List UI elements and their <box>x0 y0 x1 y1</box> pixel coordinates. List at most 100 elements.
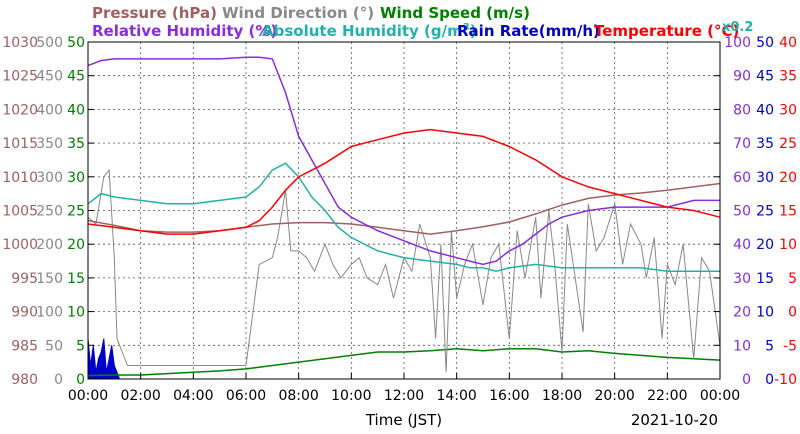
tick-label-temperature-6: 10 <box>779 237 797 253</box>
tick-label-rain-3: 35 <box>756 136 774 152</box>
tick-label-wind_dir-7: 150 <box>36 271 63 287</box>
x-tick-label-9: 18:00 <box>542 388 582 404</box>
x-tick-label-5: 10:00 <box>331 388 371 404</box>
tick-label-pressure-2: 1020 <box>2 102 38 118</box>
legend-row-1: Pressure (hPa) Wind Direction (°) Wind S… <box>92 4 530 22</box>
series-relative-humidity <box>87 56 720 266</box>
tick-label-rain-2: 40 <box>756 102 774 118</box>
legend-row-2: Relative Humidity (%) Absolute Humidity … <box>92 20 753 40</box>
series-temperature-c <box>87 128 721 235</box>
tick-label-humidity-8: 20 <box>733 305 751 321</box>
tick-label-temperature-2: 30 <box>779 102 797 118</box>
tick-label-rain-10: 0 <box>765 372 774 388</box>
tick-label-rain-4: 30 <box>756 170 774 186</box>
tick-label-rain-9: 5 <box>765 338 774 354</box>
tick-label-wind_speed-1: 45 <box>67 69 85 85</box>
tick-label-humidity-10: 0 <box>742 372 751 388</box>
tick-label-pressure-10: 980 <box>11 372 38 388</box>
tick-label-pressure-4: 1010 <box>2 170 38 186</box>
tick-label-temperature-5: 15 <box>779 204 797 220</box>
tick-label-humidity-1: 90 <box>733 69 751 85</box>
tick-label-pressure-6: 1000 <box>2 237 38 253</box>
x-tick-label-0: 00:00 <box>68 388 108 404</box>
tick-label-wind_speed-2: 40 <box>67 102 85 118</box>
tick-label-rain-0: 50 <box>756 35 774 51</box>
tick-label-temperature-8: 0 <box>788 305 797 321</box>
tick-label-pressure-0: 1030 <box>2 35 38 51</box>
x-tick-label-12: 00:00 <box>700 388 740 404</box>
tick-label-temperature-10: -10 <box>774 372 797 388</box>
axis-pressure: 1030 1025 1020 1015 1010 1005 1000 995 990 985 980 <box>2 35 38 388</box>
tick-label-temperature-1: 35 <box>779 69 797 85</box>
tick-label-pressure-9: 985 <box>11 338 38 354</box>
tick-label-wind_dir-8: 100 <box>36 305 63 321</box>
x-tick-label-10: 20:00 <box>594 388 634 404</box>
tick-label-pressure-3: 1015 <box>2 136 38 152</box>
tick-label-rain-6: 20 <box>756 237 774 253</box>
tick-label-rain-8: 10 <box>756 305 774 321</box>
tick-label-wind_dir-2: 400 <box>36 102 63 118</box>
tick-label-temperature-9: -5 <box>783 338 797 354</box>
tick-marks <box>87 41 721 380</box>
x-tick-label-7: 14:00 <box>436 388 476 404</box>
tick-label-wind_speed-6: 20 <box>67 237 85 253</box>
x-tick-label-11: 22:00 <box>647 388 687 404</box>
gridlines <box>88 42 720 379</box>
legend-wind-speed: Wind Speed (m/s) <box>380 4 530 22</box>
x-tick-label-6: 12:00 <box>384 388 424 404</box>
x-tick-label-4: 08:00 <box>278 388 318 404</box>
tick-label-temperature-7: 5 <box>788 271 797 287</box>
chart-date: 2021-10-20 <box>631 411 718 429</box>
x-axis-labels: 00:00 02:00 04:00 06:00 08:00 10:00 12:00 14:00… <box>68 388 740 404</box>
legend-temperature: Temperature (°C) <box>594 22 739 40</box>
tick-label-rain-5: 25 <box>756 204 774 220</box>
x-tick-label-2: 04:00 <box>173 388 213 404</box>
tick-label-wind_speed-10: 0 <box>76 372 85 388</box>
tick-label-pressure-5: 1005 <box>2 204 38 220</box>
tick-label-wind_speed-7: 15 <box>67 271 85 287</box>
x-tick-label-8: 16:00 <box>489 388 529 404</box>
legend-wind-direction: Wind Direction (°) <box>222 4 374 22</box>
x-axis-title: Time (JST) <box>365 411 442 429</box>
tick-label-wind_dir-4: 300 <box>36 170 63 186</box>
tick-label-temperature-4: 20 <box>779 170 797 186</box>
tick-label-humidity-3: 70 <box>733 136 751 152</box>
tick-label-wind_speed-5: 25 <box>67 204 85 220</box>
tick-label-temperature-0: 40 <box>779 35 797 51</box>
x-tick-label-3: 06:00 <box>226 388 266 404</box>
tick-label-wind_speed-3: 35 <box>67 136 85 152</box>
series-group <box>87 56 721 380</box>
legend-relative-humidity: Relative Humidity (%) <box>92 22 277 40</box>
tick-label-wind_dir-5: 250 <box>36 204 63 220</box>
series-wind-speed-m-s <box>87 347 721 377</box>
series-wind-direction <box>87 168 721 373</box>
tick-label-pressure-8: 990 <box>11 305 38 321</box>
tick-label-pressure-7: 995 <box>11 271 38 287</box>
tick-label-rain-1: 45 <box>756 69 774 85</box>
tick-label-wind_dir-10: 0 <box>54 372 63 388</box>
tick-label-wind_dir-9: 50 <box>45 338 63 354</box>
legend-pressure: Pressure (hPa) <box>92 4 217 22</box>
axis-temperature: 40 35 30 25 20 15 10 5 0 -5 -10 <box>774 35 797 388</box>
legend-rain-scale: x0.2 <box>722 20 753 35</box>
x-tick-label-1: 02:00 <box>120 388 160 404</box>
tick-label-humidity-0: 100 <box>724 35 751 51</box>
tick-label-wind_speed-4: 30 <box>67 170 85 186</box>
tick-label-wind_dir-6: 200 <box>36 237 63 253</box>
legend-rain-rate: Rain Rate(mm/h) <box>457 22 600 40</box>
tick-label-temperature-3: 25 <box>779 136 797 152</box>
tick-label-humidity-2: 80 <box>733 102 751 118</box>
tick-label-wind_dir-0: 500 <box>36 35 63 51</box>
legend-absolute-humidity: Absolute Humidity (g/m3) <box>262 22 477 40</box>
series-absolute-humidity-g-m3 <box>87 162 720 272</box>
tick-label-humidity-6: 40 <box>733 237 751 253</box>
tick-label-humidity-7: 30 <box>733 271 751 287</box>
tick-label-wind_speed-0: 50 <box>67 35 85 51</box>
tick-label-wind_dir-1: 450 <box>36 69 63 85</box>
